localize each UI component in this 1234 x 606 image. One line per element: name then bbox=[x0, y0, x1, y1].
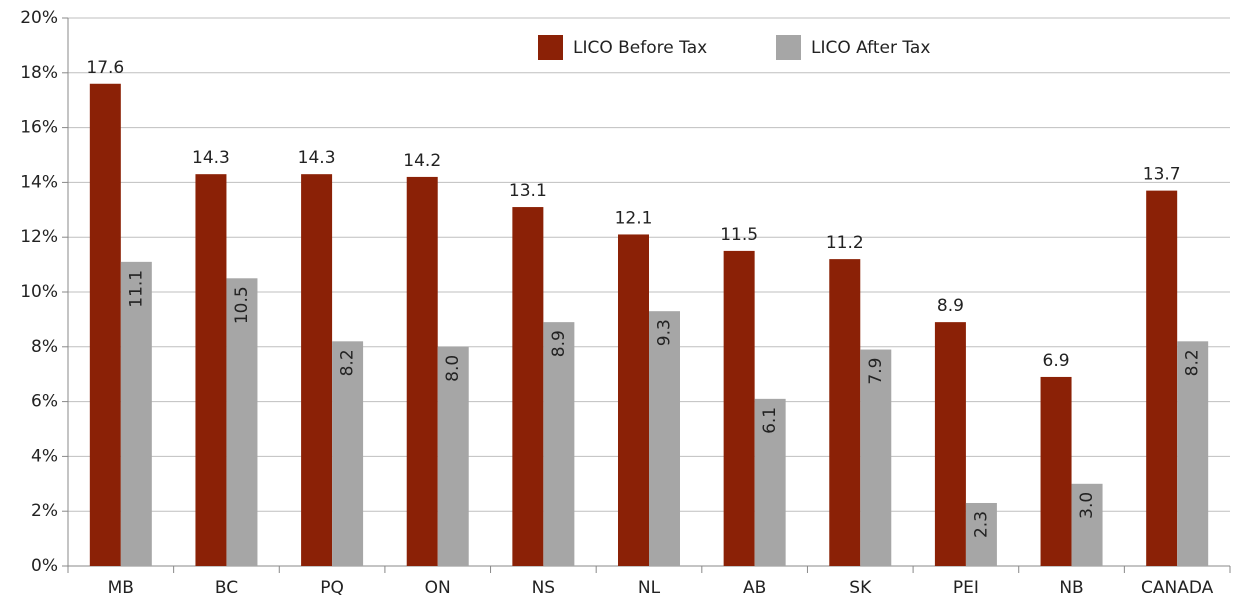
bar bbox=[829, 259, 861, 566]
x-tick-label: AB bbox=[743, 578, 766, 598]
bar bbox=[301, 174, 333, 566]
value-label: 14.2 bbox=[403, 151, 441, 171]
x-tick-label: MB bbox=[108, 578, 134, 598]
y-tick-label: 2% bbox=[31, 501, 58, 521]
bar bbox=[226, 278, 258, 566]
value-label: 14.3 bbox=[192, 148, 230, 168]
x-tick-label: SK bbox=[849, 578, 872, 598]
value-label: 7.9 bbox=[866, 358, 886, 385]
x-tick-label: NB bbox=[1059, 578, 1083, 598]
bar bbox=[512, 207, 544, 566]
bar bbox=[543, 322, 575, 566]
value-label: 11.2 bbox=[826, 233, 864, 253]
y-tick-label: 10% bbox=[20, 282, 58, 302]
value-label: 13.7 bbox=[1143, 165, 1181, 185]
value-label: 9.3 bbox=[655, 319, 675, 346]
y-tick-label: 16% bbox=[20, 118, 58, 138]
x-tick-label: ON bbox=[425, 578, 451, 598]
bar bbox=[649, 311, 680, 566]
x-tick-label: NL bbox=[638, 578, 661, 598]
value-label: 14.3 bbox=[298, 148, 336, 168]
y-tick-label: 18% bbox=[20, 63, 58, 83]
bar bbox=[860, 349, 892, 566]
bar bbox=[965, 502, 997, 566]
bar bbox=[618, 234, 649, 566]
bar bbox=[195, 174, 227, 566]
bar bbox=[1146, 190, 1178, 566]
bar bbox=[1071, 483, 1103, 566]
value-label: 12.1 bbox=[615, 208, 653, 228]
x-tick-label: CANADA bbox=[1141, 578, 1214, 598]
value-label: 8.9 bbox=[549, 330, 569, 357]
value-label: 2.3 bbox=[971, 511, 991, 538]
y-tick-label: 12% bbox=[20, 227, 58, 247]
value-label: 13.1 bbox=[509, 181, 547, 201]
x-tick-label: PEI bbox=[953, 578, 979, 598]
bar bbox=[723, 250, 755, 566]
legend-label: LICO After Tax bbox=[811, 38, 930, 58]
y-tick-label: 8% bbox=[31, 337, 58, 357]
value-label: 3.0 bbox=[1077, 492, 1097, 519]
value-label: 8.2 bbox=[1183, 349, 1203, 376]
value-label: 17.6 bbox=[86, 58, 124, 78]
value-label: 6.9 bbox=[1043, 351, 1070, 371]
value-label: 10.5 bbox=[232, 286, 252, 324]
value-label: 8.0 bbox=[443, 355, 463, 382]
value-label: 8.9 bbox=[937, 296, 964, 316]
bar bbox=[332, 341, 364, 566]
x-tick-label: NS bbox=[532, 578, 556, 598]
bar bbox=[1177, 341, 1209, 566]
x-tick-label: PQ bbox=[320, 578, 344, 598]
x-tick-label: BC bbox=[215, 578, 238, 598]
bar bbox=[754, 398, 786, 566]
bar bbox=[437, 346, 469, 566]
y-tick-label: 20% bbox=[20, 8, 58, 28]
y-tick-label: 14% bbox=[20, 172, 58, 192]
legend-label: LICO Before Tax bbox=[573, 38, 707, 58]
bar bbox=[406, 176, 438, 567]
bar bbox=[1040, 376, 1072, 566]
y-tick-label: 4% bbox=[31, 446, 58, 466]
y-tick-label: 6% bbox=[31, 392, 58, 412]
value-label: 11.5 bbox=[720, 225, 758, 245]
legend-swatch bbox=[538, 35, 563, 60]
legend-swatch bbox=[776, 35, 801, 60]
value-label: 6.1 bbox=[760, 407, 780, 434]
bar bbox=[934, 322, 966, 566]
value-label: 8.2 bbox=[338, 349, 358, 376]
value-label: 11.1 bbox=[126, 270, 146, 308]
bar bbox=[120, 261, 152, 566]
bar bbox=[89, 83, 121, 566]
y-tick-label: 0% bbox=[31, 556, 58, 576]
